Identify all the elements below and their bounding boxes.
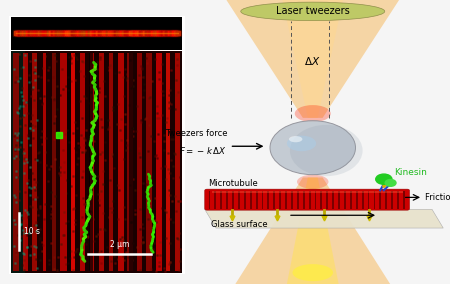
FancyBboxPatch shape [244,191,246,209]
FancyBboxPatch shape [137,53,142,271]
FancyBboxPatch shape [109,53,113,271]
Circle shape [270,121,356,175]
FancyBboxPatch shape [403,191,405,209]
FancyBboxPatch shape [267,191,269,209]
Text: Friction force: Friction force [425,193,450,202]
FancyBboxPatch shape [338,191,340,209]
FancyBboxPatch shape [80,53,85,271]
FancyBboxPatch shape [350,191,352,209]
Circle shape [385,179,396,186]
FancyBboxPatch shape [11,17,182,50]
FancyBboxPatch shape [129,53,133,271]
FancyBboxPatch shape [309,191,310,209]
Text: Kinesin: Kinesin [394,168,427,178]
FancyBboxPatch shape [320,191,322,209]
FancyBboxPatch shape [315,191,316,209]
FancyBboxPatch shape [256,191,257,209]
FancyBboxPatch shape [51,53,56,271]
Polygon shape [286,178,340,284]
FancyBboxPatch shape [220,191,222,209]
FancyBboxPatch shape [166,53,170,271]
Ellipse shape [295,105,331,122]
Ellipse shape [290,125,363,176]
Polygon shape [205,209,443,228]
FancyBboxPatch shape [261,191,263,209]
FancyBboxPatch shape [250,191,252,209]
FancyBboxPatch shape [22,53,28,271]
Text: Microtubule: Microtubule [208,179,258,188]
FancyBboxPatch shape [156,53,162,271]
FancyBboxPatch shape [291,191,293,209]
FancyBboxPatch shape [212,191,403,193]
FancyBboxPatch shape [356,191,358,209]
FancyBboxPatch shape [32,53,37,271]
FancyBboxPatch shape [71,53,75,271]
FancyBboxPatch shape [13,53,19,271]
FancyBboxPatch shape [9,16,184,274]
FancyBboxPatch shape [238,191,240,209]
FancyBboxPatch shape [11,51,25,273]
FancyBboxPatch shape [326,191,328,209]
Polygon shape [232,178,394,284]
FancyBboxPatch shape [43,53,46,271]
FancyBboxPatch shape [226,191,228,209]
FancyBboxPatch shape [127,53,133,271]
Polygon shape [223,0,403,118]
FancyBboxPatch shape [397,191,399,209]
FancyBboxPatch shape [374,191,375,209]
Ellipse shape [289,136,302,142]
Ellipse shape [287,135,316,151]
Text: Laser tweezers: Laser tweezers [276,6,350,16]
Text: 2 µm: 2 µm [110,240,130,249]
Polygon shape [281,0,344,118]
FancyBboxPatch shape [209,191,211,209]
Text: 10 s: 10 s [24,227,40,236]
FancyBboxPatch shape [67,53,71,271]
FancyBboxPatch shape [117,53,124,271]
FancyBboxPatch shape [385,191,387,209]
Circle shape [376,174,392,184]
Ellipse shape [297,175,328,189]
Text: $F = -\,k\,\Delta X$: $F = -\,k\,\Delta X$ [180,145,227,156]
Ellipse shape [241,2,385,21]
FancyBboxPatch shape [391,191,393,209]
Ellipse shape [292,264,333,281]
FancyBboxPatch shape [285,191,287,209]
FancyBboxPatch shape [297,191,299,209]
FancyBboxPatch shape [11,51,182,273]
Text: Glass surface: Glass surface [211,220,267,229]
FancyBboxPatch shape [332,191,334,209]
FancyBboxPatch shape [362,191,364,209]
FancyBboxPatch shape [205,189,410,210]
FancyBboxPatch shape [379,191,381,209]
FancyBboxPatch shape [176,53,180,271]
FancyBboxPatch shape [89,53,93,271]
Text: $\Delta X$: $\Delta X$ [304,55,320,67]
FancyBboxPatch shape [303,191,305,209]
FancyBboxPatch shape [146,53,152,271]
FancyBboxPatch shape [90,53,94,271]
FancyBboxPatch shape [368,191,369,209]
FancyBboxPatch shape [344,191,346,209]
FancyBboxPatch shape [60,53,67,271]
FancyBboxPatch shape [99,53,104,271]
Text: Tweezers force: Tweezers force [165,129,227,138]
FancyBboxPatch shape [274,191,275,209]
FancyBboxPatch shape [232,191,234,209]
FancyBboxPatch shape [279,191,281,209]
FancyBboxPatch shape [215,191,216,209]
